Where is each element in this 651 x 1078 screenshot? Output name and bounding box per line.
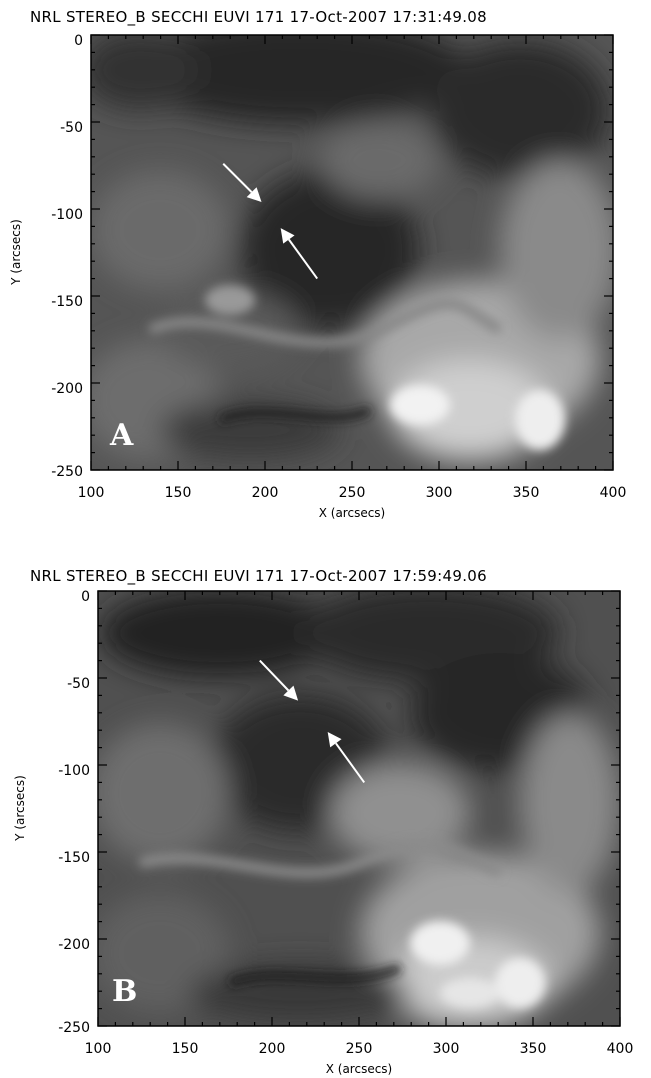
panel-b-xtick-label: 400 bbox=[607, 1041, 634, 1057]
panel-b-plot: 100 150 200 250 300 350 400 0 -50 -100 -… bbox=[13, 589, 634, 1076]
panel-b-xtick-label: 250 bbox=[346, 1041, 373, 1057]
panel-b-letter: B bbox=[112, 974, 137, 1009]
panel-a-xtick-label: 250 bbox=[339, 485, 366, 501]
annotation-arrow bbox=[259, 659, 299, 701]
panel-b-ytick-label: 0 bbox=[81, 589, 90, 605]
panel-b-ytick-label: -100 bbox=[58, 763, 90, 779]
panel-a-ytick-label: -150 bbox=[51, 294, 83, 310]
panel-b-ytick-label: -250 bbox=[58, 1020, 90, 1036]
panel-a-letter: A bbox=[109, 418, 134, 453]
panel-b-xtick-label: 300 bbox=[433, 1041, 460, 1057]
annotation-arrow bbox=[222, 163, 262, 203]
panel-a-title: NRL STEREO_B SECCHI EUVI 171 17-Oct-2007… bbox=[30, 8, 487, 26]
panel-a-xtick-label: 200 bbox=[252, 485, 279, 501]
panel-b: NRL STEREO_B SECCHI EUVI 171 17-Oct-2007… bbox=[0, 563, 651, 1078]
panel-a-xlabel: X (arcsecs) bbox=[319, 506, 386, 520]
annotation-arrow bbox=[280, 228, 319, 280]
panel-b-xtick-label: 350 bbox=[520, 1041, 547, 1057]
panel-b-xtick-label: 150 bbox=[172, 1041, 199, 1057]
panel-b-xtick-label: 200 bbox=[259, 1041, 286, 1057]
panel-b-ytick-label: -150 bbox=[58, 850, 90, 866]
panel-a-ytick-label: -100 bbox=[51, 207, 83, 223]
panel-b-ylabel: Y (arcsecs) bbox=[13, 775, 27, 842]
panel-a-xtick-label: 350 bbox=[513, 485, 540, 501]
panel-a-xtick-label: 400 bbox=[600, 485, 627, 501]
panel-a-ytick-label: 0 bbox=[74, 33, 83, 49]
panel-b-ticks bbox=[97, 590, 621, 1027]
panel-a-euv-image bbox=[91, 35, 613, 470]
panel-a-arrows bbox=[222, 163, 319, 280]
panel-b-arrows bbox=[259, 659, 366, 783]
panel-b-xlabel: X (arcsecs) bbox=[326, 1062, 393, 1076]
panel-a-ytick-label: -200 bbox=[51, 381, 83, 397]
panel-a-ylabel: Y (arcsecs) bbox=[9, 219, 23, 286]
panel-a-ytick-label: -250 bbox=[51, 464, 83, 480]
panel-a-plot: 100 150 200 250 300 350 400 0 -50 -100 -… bbox=[9, 33, 627, 520]
panel-a: NRL STEREO_B SECCHI EUVI 171 17-Oct-2007… bbox=[0, 0, 651, 530]
panel-a-ticks bbox=[90, 34, 614, 471]
panel-a-ytick-label: -50 bbox=[60, 120, 83, 136]
panel-a-xtick-label: 150 bbox=[165, 485, 192, 501]
panel-b-xtick-label: 100 bbox=[85, 1041, 112, 1057]
panel-b-euv-image bbox=[98, 591, 620, 1026]
panel-a-xtick-label: 100 bbox=[78, 485, 105, 501]
annotation-arrow bbox=[327, 731, 366, 783]
panel-b-ytick-label: -50 bbox=[67, 676, 90, 692]
panel-a-xtick-label: 300 bbox=[426, 485, 453, 501]
panel-b-title: NRL STEREO_B SECCHI EUVI 171 17-Oct-2007… bbox=[30, 567, 487, 585]
panel-b-ytick-label: -200 bbox=[58, 937, 90, 953]
